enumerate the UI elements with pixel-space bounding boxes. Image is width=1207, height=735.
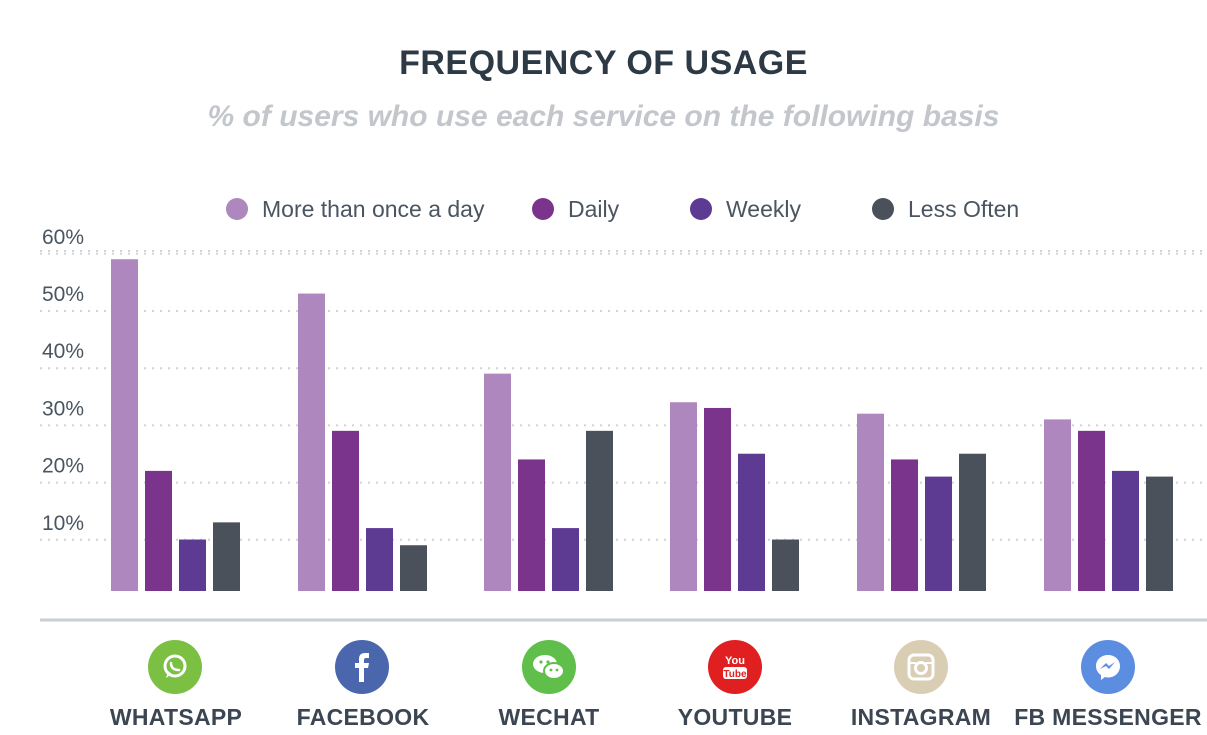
chart-title: FREQUENCY OF USAGE <box>399 44 808 82</box>
y-tick-label: 10% <box>42 512 84 535</box>
bar-youtube-daily <box>704 407 731 591</box>
wechat-icon <box>522 640 576 694</box>
bar-whatsapp-less-often <box>213 522 240 591</box>
bar-facebook-weekly <box>366 528 393 591</box>
legend-label: More than once a day <box>262 195 485 222</box>
bar-youtube-weekly <box>738 453 765 591</box>
bar-instagram-daily <box>891 459 918 591</box>
legend-item-less-often: Less Often <box>872 192 1019 226</box>
chart-subtitle: % of users who use each service on the f… <box>207 100 1000 133</box>
category-label-instagram: INSTAGRAM <box>850 704 992 730</box>
legend-label: Daily <box>568 195 620 222</box>
bar-whatsapp-more-than-once-a-day <box>111 259 138 591</box>
legend-swatch <box>532 198 554 220</box>
bar-facebook-more-than-once-a-day <box>298 293 325 591</box>
category-icons: You Tube <box>0 640 1207 700</box>
category-label-youtube: YOUTUBE <box>677 704 793 730</box>
bar-wechat-less-often <box>586 430 613 591</box>
bar-youtube-more-than-once-a-day <box>670 402 697 591</box>
category-label-whatsapp: WHATSAPP <box>109 704 243 730</box>
category-label-wechat: WECHAT <box>498 704 600 730</box>
bar-wechat-more-than-once-a-day <box>484 373 511 591</box>
y-tick-label: 50% <box>42 283 84 306</box>
legend-label: Less Often <box>908 195 1020 222</box>
bar-instagram-more-than-once-a-day <box>857 413 884 591</box>
category-label-facebook: FACEBOOK <box>296 704 430 730</box>
legend-item-weekly: Weekly <box>690 192 801 226</box>
bar-wechat-weekly <box>552 528 579 591</box>
svg-text:Tube: Tube <box>723 669 747 680</box>
y-tick-label: 60% <box>42 226 84 249</box>
legend-swatch <box>226 198 248 220</box>
y-tick-label: 30% <box>42 397 84 420</box>
legend-swatch <box>690 198 712 220</box>
bars <box>111 259 1173 591</box>
bar-whatsapp-weekly <box>179 539 206 591</box>
category-label-fb-messenger: FB MESSENGER <box>1014 704 1202 730</box>
youtube-icon: You Tube <box>708 640 762 694</box>
gridlines <box>40 250 1207 541</box>
bar-whatsapp-daily <box>145 470 172 591</box>
bar-instagram-less-often <box>959 453 986 591</box>
bar-wechat-daily <box>518 459 545 591</box>
y-axis-ticks: 10% 20% 30% 40% 50% 60% <box>42 226 84 535</box>
bar-facebook-less-often <box>400 545 427 591</box>
y-tick-label: 20% <box>42 455 84 478</box>
bar-youtube-less-often <box>772 539 799 591</box>
legend-item-more-than-once-a-day: More than once a day <box>226 192 484 226</box>
legend-label: Weekly <box>726 195 801 222</box>
facebook-icon <box>335 640 389 694</box>
bar-fb-messenger-daily <box>1078 430 1105 591</box>
bar-fb-messenger-less-often <box>1146 476 1173 591</box>
legend-swatch <box>872 198 894 220</box>
legend-item-daily: Daily <box>532 192 619 226</box>
bar-fb-messenger-more-than-once-a-day <box>1044 419 1071 591</box>
y-tick-label: 40% <box>42 340 84 363</box>
svg-text:You: You <box>725 655 745 667</box>
instagram-icon <box>894 640 948 694</box>
bar-instagram-weekly <box>925 476 952 591</box>
bar-facebook-daily <box>332 430 359 591</box>
fb-messenger-icon <box>1081 640 1135 694</box>
whatsapp-icon <box>148 640 202 694</box>
bar-fb-messenger-weekly <box>1112 470 1139 591</box>
